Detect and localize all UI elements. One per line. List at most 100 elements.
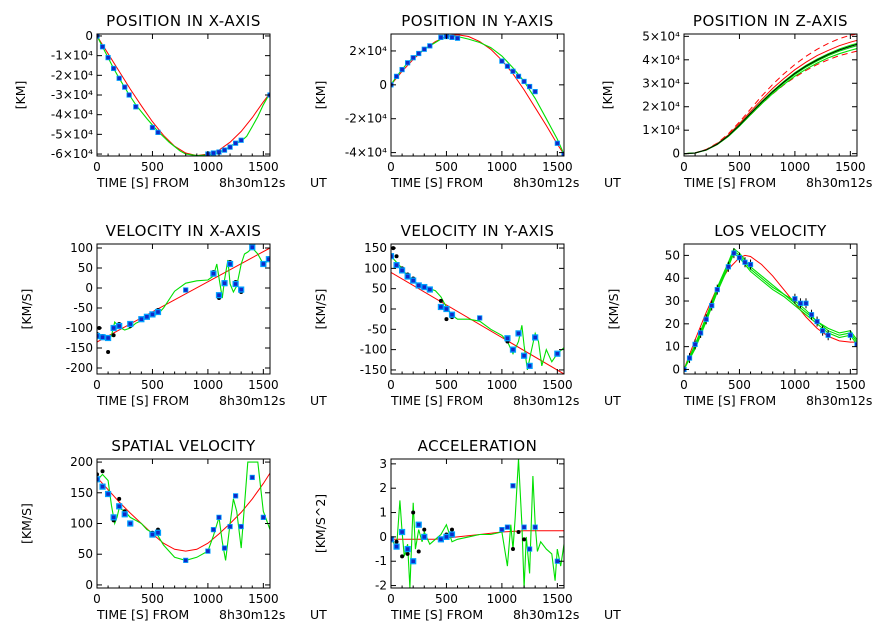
x-tick-label: 500	[141, 592, 164, 606]
data-point-black	[444, 317, 449, 322]
x-axis-label-time: 8h30m12s	[513, 607, 579, 622]
x-tick-label: 1500	[835, 378, 866, 392]
data-point-blue	[820, 328, 826, 334]
y-tick-label: 0	[672, 362, 680, 376]
data-point-blue	[183, 557, 189, 563]
data-point-blue	[698, 330, 704, 336]
data-point-blue	[410, 55, 416, 61]
data-point-blue	[504, 335, 511, 341]
series-green-line-3	[684, 42, 857, 155]
data-point-blue	[99, 44, 106, 50]
data-point-blue	[510, 347, 516, 353]
x-axis-label-unit: UT	[604, 175, 621, 190]
data-point-blue	[238, 286, 244, 293]
data-point-blue	[521, 78, 527, 85]
chart-los-vel: LOS VELOCITY 0 500 1000 1500 0 10 20 30 40 50 [KM/S…	[606, 222, 872, 408]
data-point-blue	[421, 46, 427, 52]
y-tick-label: -1	[375, 554, 387, 568]
data-point-blue	[126, 92, 132, 98]
plot-frame	[96, 243, 271, 375]
y-tick-label: -100	[66, 321, 93, 335]
y-tick-label: 150	[70, 486, 93, 500]
data-point-blue	[210, 150, 217, 156]
x-axis-label-unit: UT	[604, 607, 621, 622]
x-tick-label: 0	[680, 378, 688, 392]
y-tick-label: -100	[360, 343, 387, 357]
plot-frame	[96, 33, 271, 157]
data-point-blue	[421, 284, 427, 290]
data-point-blue	[477, 315, 483, 321]
chart-title: POSITION IN Y-AXIS	[401, 12, 554, 30]
data-point-blue	[122, 511, 128, 517]
y-tick-label: 1×10⁴	[642, 123, 680, 137]
data-point-black	[411, 510, 416, 515]
data-point-blue	[532, 334, 538, 341]
x-tick-label: 1000	[193, 160, 224, 174]
data-point-blue	[427, 286, 433, 293]
data-point-blue	[149, 531, 156, 538]
data-point-blue	[416, 522, 422, 528]
data-point-blue	[105, 55, 111, 61]
x-axis-label-unit: UT	[310, 175, 327, 190]
x-axis-label: TIME [S] FROM	[683, 175, 776, 190]
data-point-blue	[391, 536, 394, 542]
y-axis-label: [KM]	[313, 81, 328, 110]
data-point-blue	[233, 493, 239, 499]
y-tick-label: -2	[375, 579, 387, 593]
data-point-blue	[421, 534, 427, 540]
data-point-blue	[454, 35, 461, 41]
data-point-black	[394, 254, 399, 259]
y-tick-label: -2×10⁴	[345, 112, 387, 126]
y-tick-label: -50	[367, 322, 387, 336]
y-tick-label: -4×10⁴	[345, 146, 387, 160]
series-green-line-3	[684, 252, 857, 370]
chart-title: VELOCITY IN X-AXIS	[106, 222, 262, 240]
data-point-blue	[714, 287, 720, 293]
x-tick-label: 1000	[487, 160, 518, 174]
data-point-blue	[111, 514, 117, 520]
data-point-blue	[847, 332, 853, 338]
x-axis-label-time: 8h30m12s	[219, 175, 285, 190]
data-point-blue	[521, 353, 527, 359]
data-point-blue	[515, 330, 522, 336]
data-point-blue	[111, 65, 117, 72]
y-tick-label: 0	[379, 302, 387, 316]
data-point-blue	[127, 321, 133, 327]
data-point-blue	[438, 536, 444, 542]
x-tick-label: 0	[680, 160, 688, 174]
series-green-line-1	[97, 35, 270, 156]
data-point-blue	[133, 104, 139, 110]
data-point-blue	[155, 129, 161, 135]
data-point-blue	[443, 306, 450, 312]
x-axis-label: TIME [S] FROM	[390, 393, 483, 408]
data-point-blue	[210, 270, 217, 277]
data-point-blue	[521, 524, 527, 530]
plot-area	[391, 246, 564, 374]
x-tick-label: 500	[141, 378, 164, 392]
plot-area	[684, 34, 857, 155]
data-point-blue	[449, 531, 455, 538]
series-black-line-6	[684, 43, 857, 155]
chart-title: POSITION IN Z-AXIS	[693, 12, 848, 30]
data-point-black	[405, 551, 410, 556]
data-point-black	[438, 298, 443, 303]
y-tick-label: 2×10⁴	[349, 44, 387, 58]
data-point-blue	[554, 351, 560, 357]
data-point-blue	[792, 296, 798, 302]
data-point-blue	[233, 140, 239, 146]
x-tick-label: 1500	[248, 378, 279, 392]
data-point-blue	[144, 314, 150, 320]
x-axis-label: TIME [S] FROM	[96, 607, 189, 622]
y-tick-label: 3×10⁴	[642, 76, 680, 90]
x-tick-label: 1000	[193, 378, 224, 392]
x-tick-label: 1000	[780, 378, 811, 392]
data-point-blue	[416, 282, 422, 289]
x-axis-label: TIME [S] FROM	[390, 175, 483, 190]
data-point-blue	[797, 300, 804, 306]
data-point-blue	[736, 255, 743, 261]
chart-title: LOS VELOCITY	[714, 222, 827, 240]
chart-title: SPATIAL VELOCITY	[111, 437, 256, 455]
